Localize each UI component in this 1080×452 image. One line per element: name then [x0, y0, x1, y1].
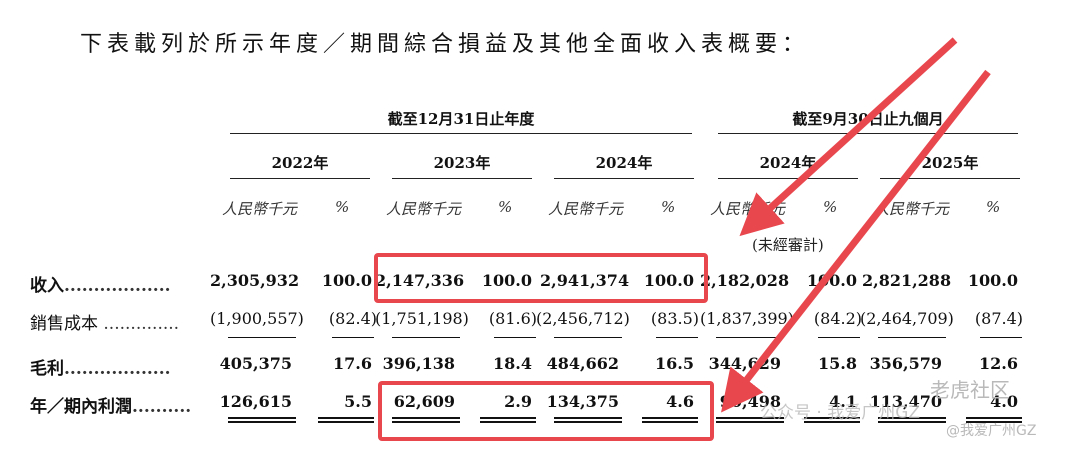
year-underline [392, 178, 532, 179]
cell-pct: 100.0 [967, 271, 1018, 290]
total-double-line [480, 417, 536, 423]
cell-pct: 16.5 [655, 354, 694, 373]
group-header-year: 截至12月31日止年度 [387, 110, 535, 128]
year-underline [230, 178, 370, 179]
unit-label: 人民幣千元 [386, 200, 462, 218]
cell-value: 2,821,288 [862, 271, 952, 290]
cell-value: 396,138 [382, 354, 455, 373]
unit-label: 人民幣千元 [874, 200, 950, 218]
cell-pct: 12.6 [979, 354, 1018, 373]
cell-value: 405,375 [219, 354, 292, 373]
cell-pct: (83.5) [650, 309, 699, 328]
cell-value: 356,579 [869, 354, 942, 373]
subtotal-line [332, 337, 374, 338]
cell-pct: 4.0 [990, 392, 1018, 411]
cell-value: 2,305,932 [210, 271, 300, 290]
watermark-brand: 老虎社区 [930, 378, 1010, 402]
watermark-channel: 公众号 · 我爱广州GZ [760, 403, 921, 423]
cell-value: (2,456,712) [536, 309, 630, 328]
subtotal-line [494, 337, 536, 338]
subtotal-line [878, 337, 946, 338]
total-double-line [392, 417, 460, 423]
highlight-box-revenue [374, 253, 708, 303]
total-double-line [804, 417, 860, 423]
cell-pct: (84.2) [813, 309, 862, 328]
subtotal-line [228, 337, 296, 338]
cell-pct: 5.5 [344, 392, 372, 411]
group-underline-year [230, 133, 692, 134]
subtotal-line [716, 337, 784, 338]
cell-pct: (82.4) [328, 309, 377, 328]
pct-label: % [823, 198, 838, 216]
cell-pct: 100.0 [643, 271, 694, 290]
year-underline [880, 178, 1020, 179]
watermark-handle: @我爱广州GZ [946, 423, 1037, 439]
cell-value: 484,662 [546, 354, 619, 373]
cell-pct: (87.4) [974, 309, 1023, 328]
pct-label: % [986, 198, 1001, 216]
cell-pct: 4.1 [829, 392, 857, 411]
group-underline-nine-months [718, 133, 1018, 134]
cell-value: (1,837,399) [700, 309, 794, 328]
cell-value: 2,147,336 [375, 271, 465, 290]
cell-value: 62,609 [393, 392, 455, 411]
subtotal-line [818, 337, 860, 338]
cell-pct: 15.8 [818, 354, 857, 373]
unit-label: 人民幣千元 [548, 200, 624, 218]
pct-label: % [335, 198, 350, 216]
cell-value: (1,900,557) [210, 309, 304, 328]
pct-label: % [661, 198, 676, 216]
unit-label: 人民幣千元 [222, 200, 298, 218]
year-header-2024: 2024年 [595, 154, 653, 172]
arrow-to-profit [721, 69, 991, 413]
cell-pct: 4.6 [666, 392, 694, 411]
subtotal-line [980, 337, 1022, 338]
cell-pct: 100.0 [481, 271, 532, 290]
cell-value: (1,751,198) [375, 309, 469, 328]
cell-pct: 2.9 [504, 392, 532, 411]
year-header-2023: 2023年 [433, 154, 491, 172]
cell-value: 126,615 [219, 392, 292, 411]
cell-value: (2,464,709) [860, 309, 954, 328]
subtotal-line [392, 337, 460, 338]
cell-value: 134,375 [546, 392, 619, 411]
row-label-gross-profit: 毛利.................. [30, 359, 171, 379]
cell-pct: 100.0 [321, 271, 372, 290]
year-header-2022: 2022年 [271, 154, 329, 172]
row-label-cost-of-sales: 銷售成本 .............. [30, 314, 180, 334]
year-underline [718, 178, 858, 179]
arrow-to-revenue [739, 37, 958, 237]
total-double-line [966, 417, 1022, 423]
year-header-2024-9m: 2024年 [759, 154, 817, 172]
total-double-line [642, 417, 698, 423]
cell-value: 2,182,028 [700, 271, 790, 290]
pct-label: % [498, 198, 513, 216]
highlight-box-profit [378, 381, 714, 441]
total-double-line [878, 417, 946, 423]
subtotal-line [554, 337, 622, 338]
total-double-line [318, 417, 374, 423]
cell-pct: 17.6 [333, 354, 372, 373]
cell-pct: 18.4 [493, 354, 532, 373]
cell-value: 113,470 [869, 392, 942, 411]
page-title: 下表載列於所示年度／期間綜合損益及其他全面收入表概要： [80, 32, 810, 57]
unaudited-note: (未經審計) [752, 236, 824, 254]
total-double-line [554, 417, 622, 423]
cell-value: 2,941,374 [540, 271, 630, 290]
total-double-line [228, 417, 296, 423]
cell-pct: (81.6) [488, 309, 537, 328]
year-underline [554, 178, 694, 179]
row-label-profit: 年／期內利潤.......... [30, 397, 192, 417]
row-label-revenue: 收入.................. [30, 276, 171, 296]
total-double-line [716, 417, 784, 423]
year-header-2025-9m: 2025年 [921, 154, 979, 172]
subtotal-line [656, 337, 698, 338]
